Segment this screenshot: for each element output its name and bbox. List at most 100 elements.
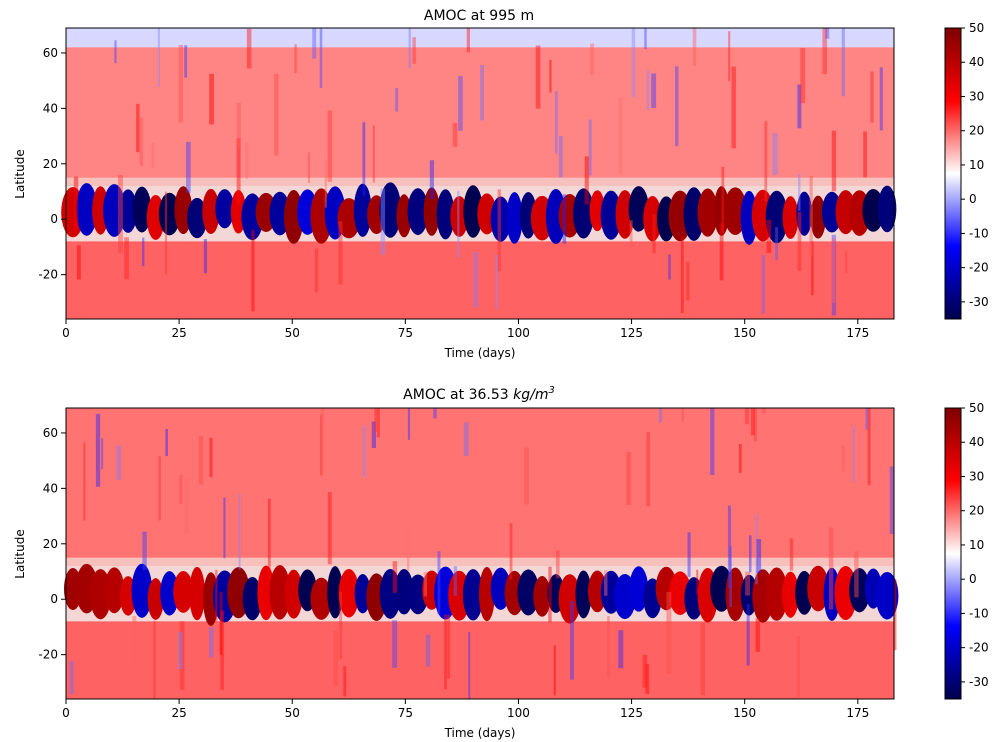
heatmap-streak [710, 408, 715, 475]
heatmap-streak [879, 67, 883, 131]
heatmap-cell [490, 196, 511, 242]
heatmap-streak [425, 634, 431, 667]
heatmap-streak [750, 408, 755, 436]
heatmap-streak [371, 421, 376, 448]
heatmap-streak [800, 47, 806, 104]
heatmap-streak [136, 103, 140, 153]
heatmap-2 [63, 408, 899, 699]
heatmap-streak [215, 569, 218, 623]
heatmap-cell [875, 571, 899, 620]
heatmap-streak [307, 152, 311, 183]
heatmap-streak [95, 413, 101, 487]
heatmap-streak [327, 110, 333, 182]
heatmap-cell [533, 576, 551, 617]
heatmap-cell [189, 566, 206, 621]
x-tick-label: 75 [398, 706, 413, 720]
heatmap-streak [184, 478, 190, 534]
heatmap-streak [841, 28, 845, 97]
heatmap-streak [406, 522, 410, 572]
heatmap-streak [376, 408, 380, 438]
heatmap-streak [789, 538, 794, 571]
colorbar-tick-label: 40 [969, 435, 984, 449]
colorbar-tick-label: -30 [969, 295, 989, 309]
heatmap-streak [675, 66, 679, 147]
heatmap-streak [719, 223, 724, 281]
heatmap-cell [782, 196, 799, 239]
heatmap-streak [452, 123, 458, 147]
heatmap-cell [327, 566, 343, 619]
heatmap-streak [236, 102, 241, 149]
heatmap-streak [457, 191, 460, 258]
heatmap-streak [863, 131, 867, 178]
heatmap-streak [604, 570, 608, 596]
heatmap-cell [379, 182, 402, 238]
heatmap-streak [870, 71, 874, 123]
heatmap-cell [545, 188, 566, 244]
heatmap-cell [202, 188, 220, 235]
heatmap-streak [374, 408, 378, 432]
heatmap-streak [644, 28, 647, 50]
heatmap-cell [600, 190, 622, 240]
y-tick-label: -20 [38, 648, 58, 662]
heatmap-streak [208, 627, 214, 658]
colorbar-2: -30 -20 -10 0 10 20 30 40 50 [944, 401, 989, 700]
heatmap-streak [408, 28, 411, 69]
heatmap-streak [652, 213, 656, 254]
heatmap-cell [765, 190, 788, 244]
colorbar-tick-label: 20 [969, 504, 984, 518]
heatmap-cell [558, 574, 581, 624]
heatmap-streak [889, 466, 895, 534]
y-axis-1: -20 0 20 40 60 [38, 46, 66, 282]
heatmap-cell [765, 567, 788, 621]
heatmap-streak [772, 133, 778, 176]
heatmap-streak [756, 539, 762, 573]
heatmap-streak [327, 492, 332, 565]
heatmap-streak [893, 579, 897, 651]
heatmap-streak [844, 250, 848, 274]
y-tick-label: 0 [50, 212, 58, 226]
heatmap-streak [468, 632, 471, 699]
heatmap-streak [178, 631, 183, 670]
colorbar-tick-label: 10 [969, 538, 984, 552]
heatmap-streak [251, 230, 255, 312]
heatmap-streak [245, 142, 249, 179]
heatmap-streak [158, 455, 161, 521]
chart-title-2: AMOC at 36.53 kg/m3 [403, 385, 555, 403]
heatmap-cell [725, 567, 746, 622]
colorbar-tick-label: 40 [969, 55, 984, 69]
heatmap-streak [766, 219, 772, 254]
heatmap-streak [372, 125, 375, 183]
y-tick-label: -20 [38, 268, 58, 282]
heatmap-streak [184, 45, 188, 78]
heatmap-streak [755, 514, 758, 585]
y-tick-label: 0 [50, 592, 58, 606]
heatmap-streak [797, 212, 802, 271]
heatmap-cell [160, 571, 179, 616]
heatmap-streak [524, 447, 529, 505]
heatmap-streak [618, 97, 623, 175]
colorbar-tick-label: 10 [969, 158, 984, 172]
heatmap-streak [607, 615, 610, 677]
heatmap-streak [343, 666, 347, 697]
x-tick-label: 100 [507, 706, 530, 720]
heatmap-streak [659, 408, 663, 423]
latitude-band [66, 241, 894, 319]
heatmap-streak [480, 65, 484, 121]
heatmap-streak [831, 234, 837, 316]
x-tick-label: 50 [285, 706, 300, 720]
heatmap-cell [517, 569, 540, 616]
heatmap-streak [590, 43, 595, 75]
heatmap-streak [753, 408, 758, 442]
heatmap-streak [407, 408, 411, 440]
heatmap-streak [142, 237, 145, 267]
heatmap-streak [69, 660, 74, 694]
heatmap-streak [319, 28, 323, 89]
heatmap-streak [267, 498, 271, 579]
heatmap-cell [338, 569, 360, 618]
heatmap-cell [104, 567, 125, 614]
colorbar-tick-label: -10 [969, 226, 989, 240]
heatmap-streak [124, 237, 129, 280]
heatmap-streak [867, 408, 871, 486]
heatmap-cell [147, 578, 164, 620]
heatmap-cell [132, 186, 152, 233]
